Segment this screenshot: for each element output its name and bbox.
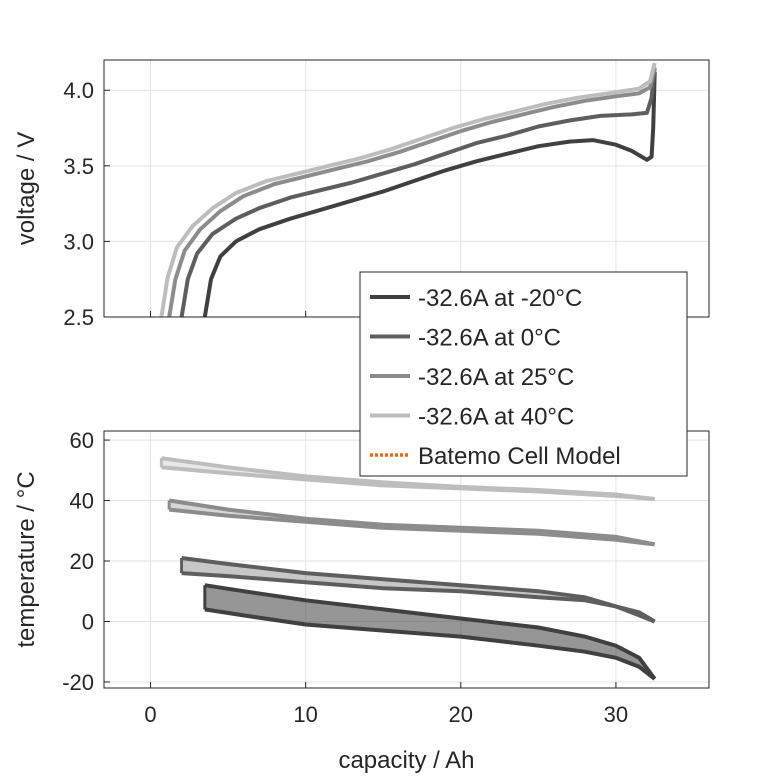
- temperature-ytick-label: 0: [82, 609, 94, 634]
- temperature-lower-line-0: [204, 607, 656, 681]
- temperature-ytick-label: 20: [70, 549, 94, 574]
- voltage-series-line-2: [167, 67, 657, 317]
- voltage-ytick-label: 2.5: [63, 305, 94, 330]
- temperature-tick-labels: 0 10 20 30 -20 0 20 40 60: [62, 428, 628, 727]
- legend-label: -32.6A at 0°C: [418, 325, 561, 352]
- temperature-lower-line-1: [181, 571, 656, 624]
- temperature-upper-line-0: [204, 583, 657, 681]
- voltage-ytick-label: 3.0: [63, 229, 94, 254]
- temperature-ytick-label: -20: [62, 670, 94, 695]
- voltage-panel: 2.5 3.0 3.5 4.0 voltage / V: [13, 59, 710, 330]
- temperature-lower-line-3: [161, 465, 655, 501]
- voltage-ylabel: voltage / V: [13, 132, 40, 245]
- voltage-series-line-3: [159, 62, 657, 317]
- temperature-series: [159, 456, 657, 681]
- capacity-xtick-label: 0: [144, 702, 156, 727]
- legend-label: Batemo Cell Model: [418, 443, 621, 470]
- temperature-upper-line-2: [168, 498, 656, 547]
- voltage-series: [159, 62, 657, 317]
- temperature-lower-line-2: [168, 507, 655, 547]
- legend-box: [359, 271, 688, 477]
- capacity-xtick-label: 30: [604, 702, 628, 727]
- capacity-xtick-label: 20: [449, 702, 473, 727]
- legend: -32.6A at -20°C -32.6A at 0°C -32.6A at 25…: [359, 271, 688, 477]
- capacity-xlabel: capacity / Ah: [338, 747, 474, 774]
- legend-label: -32.6A at 25°C: [418, 364, 574, 391]
- legend-label: -32.6A at -20°C: [418, 285, 582, 312]
- voltage-ytick-label: 3.5: [63, 154, 94, 179]
- capacity-xtick-label: 10: [293, 702, 317, 727]
- temperature-band-0: [204, 585, 655, 679]
- voltage-series-line-1: [179, 67, 657, 317]
- voltage-ytick-label: 4.0: [63, 78, 94, 103]
- temperature-panel: 0 10 20 30 -20 0 20 40 60 temperature / °C capac…: [13, 428, 710, 774]
- legend-label: -32.6A at 40°C: [418, 404, 574, 431]
- temperature-ytick-label: 60: [70, 428, 94, 453]
- voltage-tick-labels: 2.5 3.0 3.5 4.0: [63, 78, 617, 330]
- voltage-series-line-0: [202, 72, 657, 317]
- legend-items: -32.6A at -20°C -32.6A at 0°C -32.6A at 25…: [370, 285, 621, 470]
- voltage-grid: [104, 60, 709, 318]
- temperature-ylabel: temperature / °C: [13, 471, 40, 647]
- temperature-ytick-label: 40: [70, 489, 94, 514]
